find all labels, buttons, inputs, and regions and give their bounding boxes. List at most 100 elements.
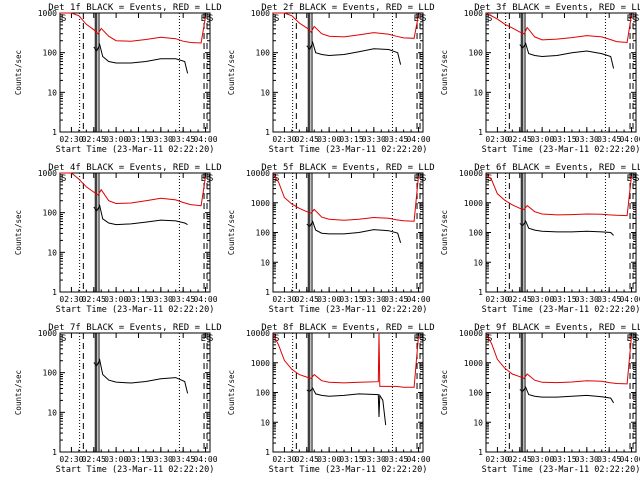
time-marker-label: S [61,174,66,184]
events-series-line [519,386,615,404]
events-series-line [519,220,614,236]
y-tick-label: 10 [473,88,483,97]
y-tick-label: 1000 [38,9,57,18]
x-tick-label: 04:00 [619,295,640,304]
x-tick-label: 02:30 [59,135,83,144]
plot-frame [59,172,211,293]
x-tick-label: 03:30 [575,455,599,464]
x-tick-label: 02:30 [485,455,509,464]
x-tick-label: 03:45 [171,135,195,144]
detector-panel: Det 9f BLACK = Events, RED = LLD 1 10 100 10… [440,323,640,475]
y-tick-label: 10000 [459,169,483,178]
y-tick-label: 10 [260,88,270,97]
x-tick-label: 03:15 [339,455,363,464]
y-tick-label: 1 [265,288,270,297]
plot-frame [59,332,211,453]
y-tick-label: 1 [52,448,57,457]
lld-series-line [273,12,419,39]
x-tick-label: 02:30 [59,455,83,464]
y-tick-label: 100 [43,49,58,58]
x-axis-label: Start Time (23-Mar-11 02:22:20) [482,305,640,315]
time-marker-label: S [487,334,492,344]
y-axis-label: Counts/sec [14,370,23,415]
events-series-line [306,220,402,243]
detector-panel: Det 4f BLACK = Events, RED = LLD 1 10 100 10… [14,163,222,315]
x-tick-label: 03:15 [339,295,363,304]
y-axis-label: Counts/sec [440,210,449,255]
y-tick-label: 100 [469,389,484,398]
plot-frame [485,332,637,453]
x-tick-label: 03:30 [362,455,386,464]
x-tick-label: 03:15 [126,295,150,304]
lld-series-line [272,174,419,222]
plot-frame [272,12,424,133]
x-tick-label: 04:00 [406,455,430,464]
lld-series-line [60,12,206,44]
x-axis-label: Start Time (23-Mar-11 02:22:20) [269,145,428,155]
events-series-line [93,43,189,74]
x-tick-label: 03:30 [149,135,173,144]
panel-title: Det 5f BLACK = Events, RED = LLD [261,163,434,173]
y-tick-label: 1000 [38,329,57,338]
y-axis-label: Counts/sec [227,210,236,255]
detector-panel: Det 6f BLACK = Events, RED = LLD 1 10 100 10… [440,163,640,315]
x-axis-label: Start Time (23-Mar-11 02:22:20) [482,465,640,475]
events-series-line [306,387,387,426]
detector-panel: Det 2f BLACK = Events, RED = LLD 1 10 100 10… [227,3,435,155]
events-series-line [93,358,189,394]
lld-series-line [60,172,206,207]
y-tick-label: 10 [47,408,57,417]
plot-frame [59,12,211,133]
x-tick-label: 03:00 [530,295,554,304]
x-tick-label: 03:45 [597,295,621,304]
y-tick-label: 10 [473,418,483,427]
time-marker-label: S [208,14,213,24]
x-tick-label: 02:45 [508,455,532,464]
time-marker-label: E [201,334,206,344]
x-tick-label: 04:00 [193,455,217,464]
x-tick-label: 03:15 [339,135,363,144]
y-tick-label: 1 [52,128,57,137]
y-axis-label: Counts/sec [14,210,23,255]
x-tick-label: 03:15 [552,295,576,304]
y-tick-label: 1000 [251,359,270,368]
y-tick-label: 10000 [459,329,483,338]
y-tick-label: 100 [256,229,271,238]
x-tick-label: 03:00 [530,455,554,464]
y-tick-label: 10000 [246,169,270,178]
x-axis-label: Start Time (23-Mar-11 02:22:20) [56,145,215,155]
x-tick-label: 03:45 [384,295,408,304]
x-tick-label: 03:00 [317,455,341,464]
x-axis-label: Start Time (23-Mar-11 02:22:20) [482,145,640,155]
lld-series-line [272,332,419,388]
panel-title: Det 9f BLACK = Events, RED = LLD [474,323,640,333]
y-axis-label: Counts/sec [14,50,23,95]
y-axis-label: Counts/sec [440,370,449,415]
y-tick-label: 100 [469,229,484,238]
y-tick-label: 1000 [464,359,483,368]
x-tick-label: 04:00 [193,135,217,144]
y-tick-label: 100 [256,49,271,58]
panel-title: Det 4f BLACK = Events, RED = LLD [48,163,221,173]
x-tick-label: 02:45 [295,295,319,304]
x-tick-label: 03:00 [317,135,341,144]
x-tick-label: 04:00 [619,455,640,464]
x-tick-label: 03:00 [104,135,128,144]
x-axis-label: Start Time (23-Mar-11 02:22:20) [56,305,215,315]
x-tick-label: 02:30 [272,135,296,144]
x-tick-label: 04:00 [193,295,217,304]
time-marker-label: S [274,334,279,344]
y-tick-label: 1 [478,288,483,297]
x-tick-label: 03:45 [597,135,621,144]
x-tick-label: 02:45 [508,295,532,304]
panel-title: Det 3f BLACK = Events, RED = LLD [474,3,640,13]
time-marker-label: S [487,14,492,24]
x-tick-label: 02:45 [82,295,106,304]
y-tick-label: 1000 [38,169,57,178]
x-tick-label: 03:30 [362,135,386,144]
x-tick-label: 03:00 [530,135,554,144]
time-marker-label: E [414,174,419,184]
x-tick-label: 03:30 [149,295,173,304]
y-tick-label: 10000 [246,329,270,338]
